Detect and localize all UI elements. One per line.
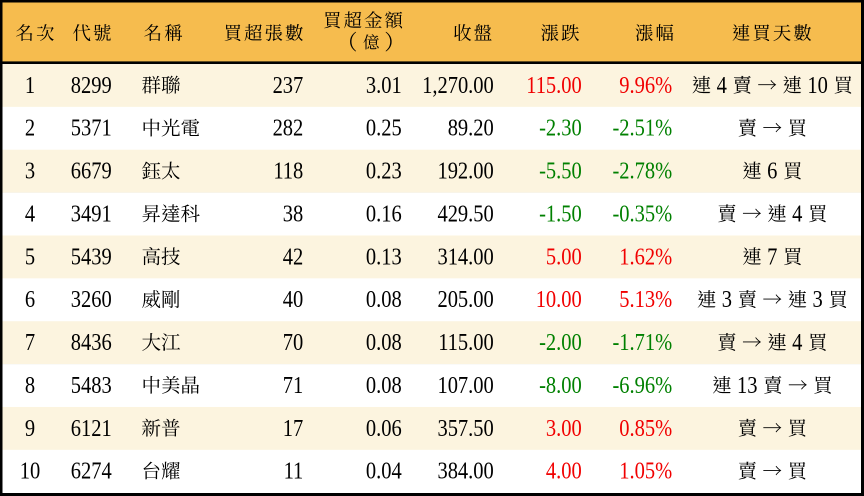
svg-text:5: 5 bbox=[25, 243, 35, 270]
svg-text:-5.50: -5.50 bbox=[539, 157, 582, 184]
svg-text:3260: 3260 bbox=[71, 286, 112, 313]
svg-text:3.00: 3.00 bbox=[546, 414, 582, 441]
svg-text:1: 1 bbox=[25, 71, 35, 98]
svg-text:89.20: 89.20 bbox=[448, 114, 494, 141]
svg-text:-8.00: -8.00 bbox=[539, 371, 582, 398]
svg-text:3491: 3491 bbox=[71, 200, 112, 227]
svg-text:6: 6 bbox=[767, 157, 777, 184]
svg-text:0.13: 0.13 bbox=[366, 243, 402, 270]
svg-text:-1.50: -1.50 bbox=[539, 200, 582, 227]
svg-text:10: 10 bbox=[20, 457, 40, 484]
svg-text:70: 70 bbox=[283, 328, 303, 355]
svg-text:384.00: 384.00 bbox=[437, 457, 493, 484]
svg-text:0.08: 0.08 bbox=[366, 286, 402, 313]
svg-text:-0.35%: -0.35% bbox=[612, 200, 672, 227]
svg-text:0.04: 0.04 bbox=[366, 457, 402, 484]
svg-text:3: 3 bbox=[25, 157, 35, 184]
svg-text:118: 118 bbox=[273, 157, 303, 184]
svg-text:13: 13 bbox=[737, 371, 757, 398]
svg-text:3: 3 bbox=[722, 286, 732, 313]
svg-text:40: 40 bbox=[283, 286, 303, 313]
svg-text:1.05%: 1.05% bbox=[619, 457, 672, 484]
svg-text:4: 4 bbox=[717, 71, 727, 98]
svg-text:8299: 8299 bbox=[71, 71, 112, 98]
svg-text:4: 4 bbox=[792, 200, 802, 227]
svg-text:0.08: 0.08 bbox=[366, 328, 402, 355]
svg-text:9.96%: 9.96% bbox=[619, 71, 672, 98]
svg-text:4: 4 bbox=[25, 200, 35, 227]
svg-text:282: 282 bbox=[273, 114, 304, 141]
svg-text:9: 9 bbox=[25, 414, 35, 441]
svg-text:4.00: 4.00 bbox=[546, 457, 582, 484]
svg-text:5.00: 5.00 bbox=[546, 243, 582, 270]
svg-text:11: 11 bbox=[284, 457, 304, 484]
svg-text:38: 38 bbox=[283, 200, 303, 227]
svg-text:107.00: 107.00 bbox=[437, 371, 493, 398]
svg-text:42: 42 bbox=[283, 243, 303, 270]
svg-text:8436: 8436 bbox=[71, 328, 112, 355]
svg-text:0.16: 0.16 bbox=[366, 200, 402, 227]
svg-text:-2.51%: -2.51% bbox=[612, 114, 672, 141]
svg-text:115.00: 115.00 bbox=[438, 328, 494, 355]
svg-text:0.06: 0.06 bbox=[366, 414, 402, 441]
svg-text:-2.78%: -2.78% bbox=[612, 157, 672, 184]
svg-text:5483: 5483 bbox=[71, 371, 112, 398]
svg-text:357.50: 357.50 bbox=[437, 414, 493, 441]
svg-text:-2.00: -2.00 bbox=[539, 328, 582, 355]
svg-text:2: 2 bbox=[25, 114, 35, 141]
svg-text:3.01: 3.01 bbox=[366, 71, 402, 98]
svg-text:0.25: 0.25 bbox=[366, 114, 402, 141]
svg-text:5371: 5371 bbox=[71, 114, 112, 141]
svg-text:4: 4 bbox=[792, 328, 802, 355]
svg-text:5439: 5439 bbox=[71, 243, 112, 270]
svg-text:205.00: 205.00 bbox=[437, 286, 493, 313]
svg-text:10: 10 bbox=[807, 71, 827, 98]
svg-text:7: 7 bbox=[767, 243, 777, 270]
svg-text:6121: 6121 bbox=[71, 414, 112, 441]
svg-text:3: 3 bbox=[813, 286, 823, 313]
svg-text:-2.30: -2.30 bbox=[539, 114, 582, 141]
svg-text:-6.96%: -6.96% bbox=[612, 371, 672, 398]
svg-text:5.13%: 5.13% bbox=[619, 286, 672, 313]
svg-text:-1.71%: -1.71% bbox=[612, 328, 672, 355]
svg-text:429.50: 429.50 bbox=[437, 200, 493, 227]
svg-text:1.62%: 1.62% bbox=[619, 243, 672, 270]
svg-text:314.00: 314.00 bbox=[437, 243, 493, 270]
svg-text:71: 71 bbox=[283, 371, 303, 398]
svg-text:7: 7 bbox=[25, 328, 35, 355]
svg-text:17: 17 bbox=[283, 414, 303, 441]
svg-text:10.00: 10.00 bbox=[536, 286, 582, 313]
svg-text:1,270.00: 1,270.00 bbox=[422, 71, 494, 98]
svg-text:0.08: 0.08 bbox=[366, 371, 402, 398]
svg-text:0.85%: 0.85% bbox=[619, 414, 672, 441]
svg-text:115.00: 115.00 bbox=[526, 71, 582, 98]
svg-text:8: 8 bbox=[25, 371, 35, 398]
svg-text:6: 6 bbox=[25, 286, 35, 313]
svg-text:192.00: 192.00 bbox=[437, 157, 493, 184]
svg-text:6679: 6679 bbox=[71, 157, 112, 184]
svg-text:6274: 6274 bbox=[71, 457, 112, 484]
svg-text:0.23: 0.23 bbox=[366, 157, 402, 184]
svg-text:237: 237 bbox=[273, 71, 304, 98]
